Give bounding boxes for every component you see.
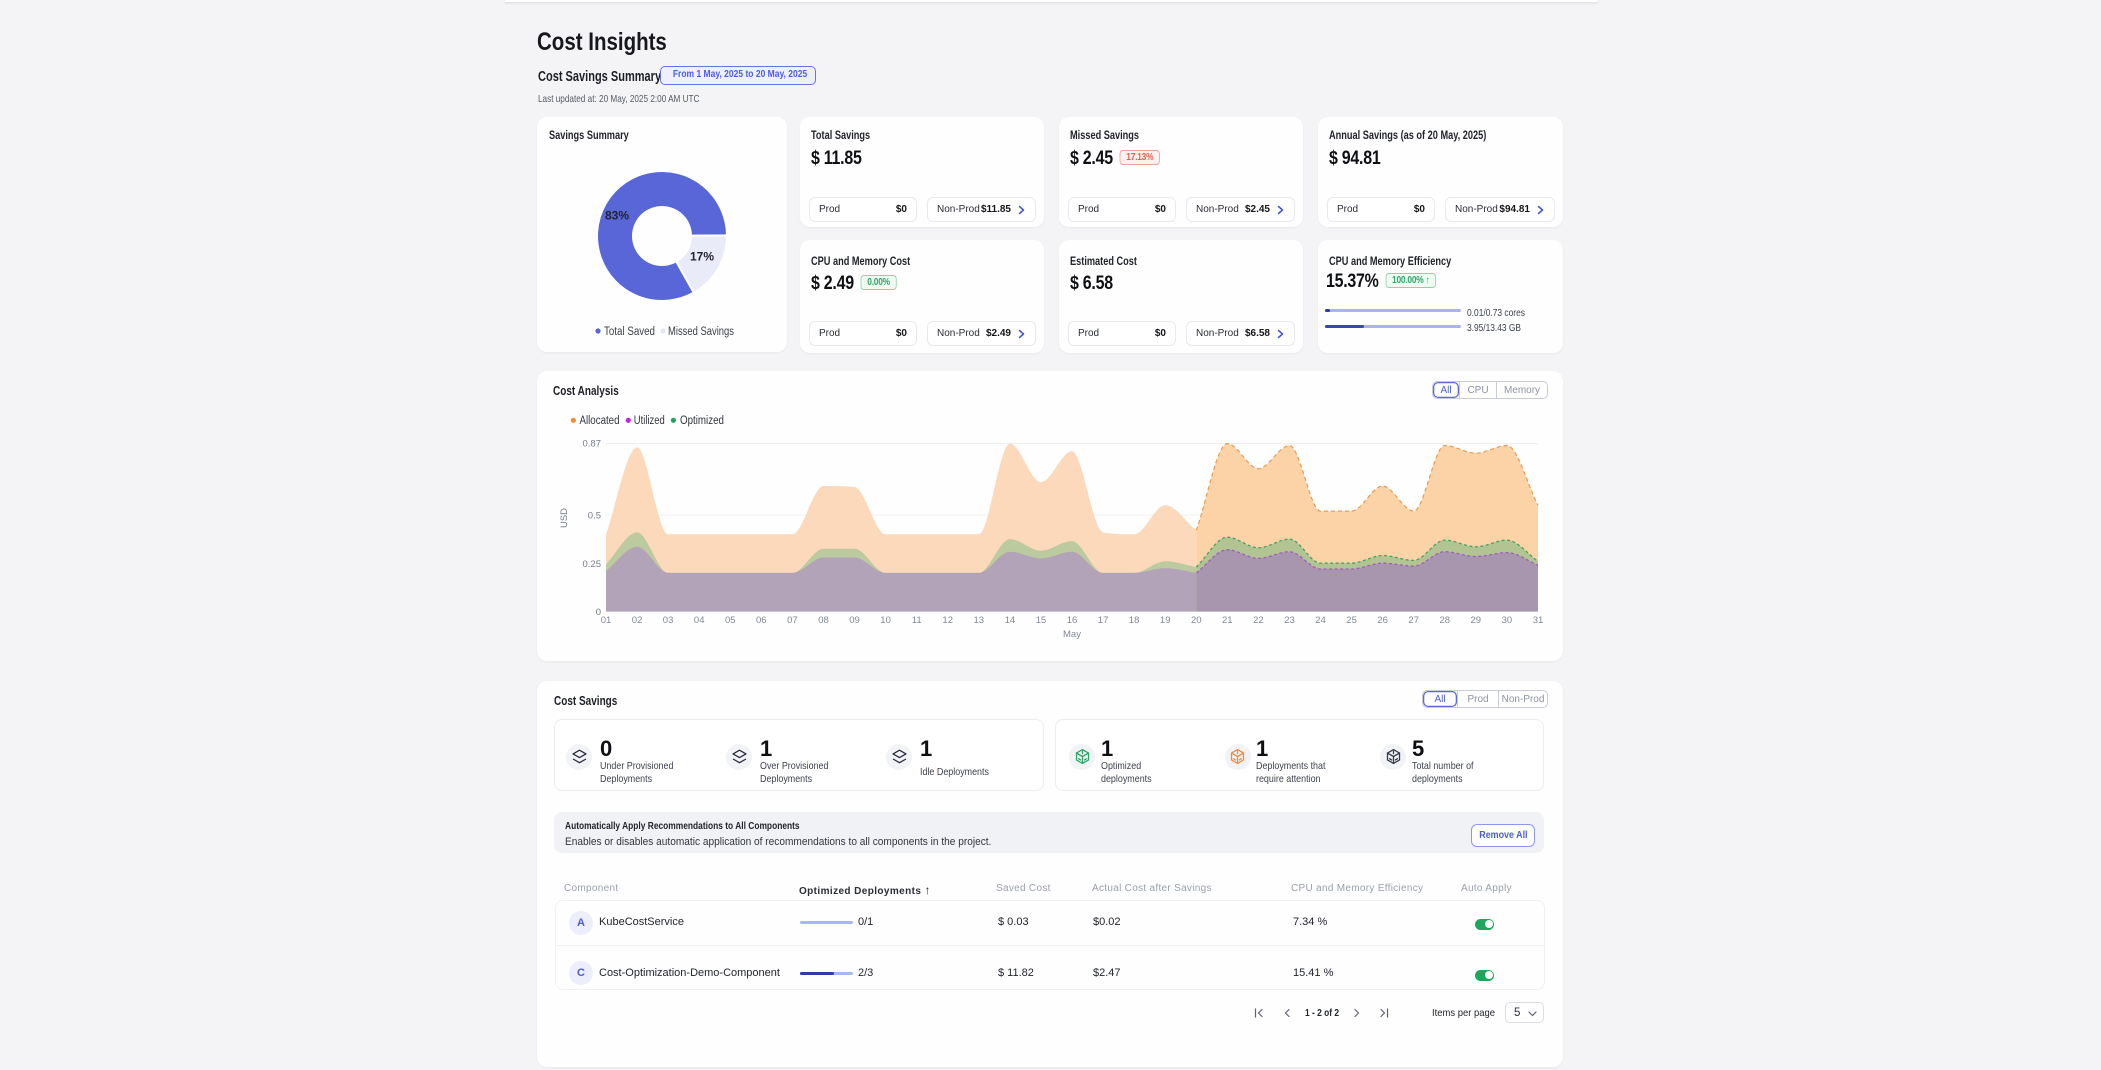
svg-text:05: 05 <box>725 615 736 626</box>
svg-text:28: 28 <box>1440 615 1451 626</box>
svg-text:0.87: 0.87 <box>583 439 602 450</box>
svg-text:83%: 83% <box>605 209 629 223</box>
svg-text:Optimized: Optimized <box>680 415 724 427</box>
svg-text:17: 17 <box>1098 615 1109 626</box>
svg-text:Missed Savings: Missed Savings <box>668 326 734 338</box>
svg-text:03: 03 <box>663 615 674 626</box>
svg-text:Allocated: Allocated <box>580 415 620 427</box>
svg-text:31: 31 <box>1533 615 1544 626</box>
svg-text:14: 14 <box>1005 615 1016 626</box>
svg-text:17%: 17% <box>690 250 714 264</box>
svg-text:25: 25 <box>1346 615 1357 626</box>
svg-text:29: 29 <box>1471 615 1482 626</box>
svg-text:13: 13 <box>974 615 985 626</box>
svg-text:15: 15 <box>1036 615 1047 626</box>
svg-text:3.95/13.43 GB: 3.95/13.43 GB <box>1467 323 1521 334</box>
svg-text:04: 04 <box>694 615 705 626</box>
svg-text:19: 19 <box>1160 615 1171 626</box>
svg-text:06: 06 <box>756 615 767 626</box>
svg-text:USD: USD <box>559 508 570 528</box>
svg-text:02: 02 <box>632 615 643 626</box>
svg-text:18: 18 <box>1129 615 1140 626</box>
svg-text:26: 26 <box>1377 615 1388 626</box>
svg-text:11: 11 <box>912 615 922 626</box>
svg-text:12: 12 <box>942 615 953 626</box>
svg-text:0: 0 <box>596 607 601 618</box>
svg-text:22: 22 <box>1253 615 1264 626</box>
svg-text:08: 08 <box>818 615 829 626</box>
svg-text:21: 21 <box>1222 615 1233 626</box>
svg-text:0.25: 0.25 <box>583 559 602 570</box>
svg-text:0.01/0.73 cores: 0.01/0.73 cores <box>1467 308 1525 319</box>
svg-text:23: 23 <box>1284 615 1295 626</box>
svg-text:16: 16 <box>1067 615 1078 626</box>
svg-text:09: 09 <box>849 615 860 626</box>
svg-text:20: 20 <box>1191 615 1202 626</box>
svg-text:30: 30 <box>1502 615 1513 626</box>
svg-text:27: 27 <box>1408 615 1419 626</box>
svg-text:10: 10 <box>880 615 891 626</box>
svg-text:Total Saved: Total Saved <box>604 326 655 338</box>
svg-text:Utilized: Utilized <box>634 415 665 427</box>
svg-text:01: 01 <box>601 615 612 626</box>
svg-text:0.5: 0.5 <box>588 511 601 522</box>
svg-text:24: 24 <box>1315 615 1326 626</box>
svg-text:07: 07 <box>787 615 798 626</box>
svg-text:May: May <box>1063 629 1081 640</box>
